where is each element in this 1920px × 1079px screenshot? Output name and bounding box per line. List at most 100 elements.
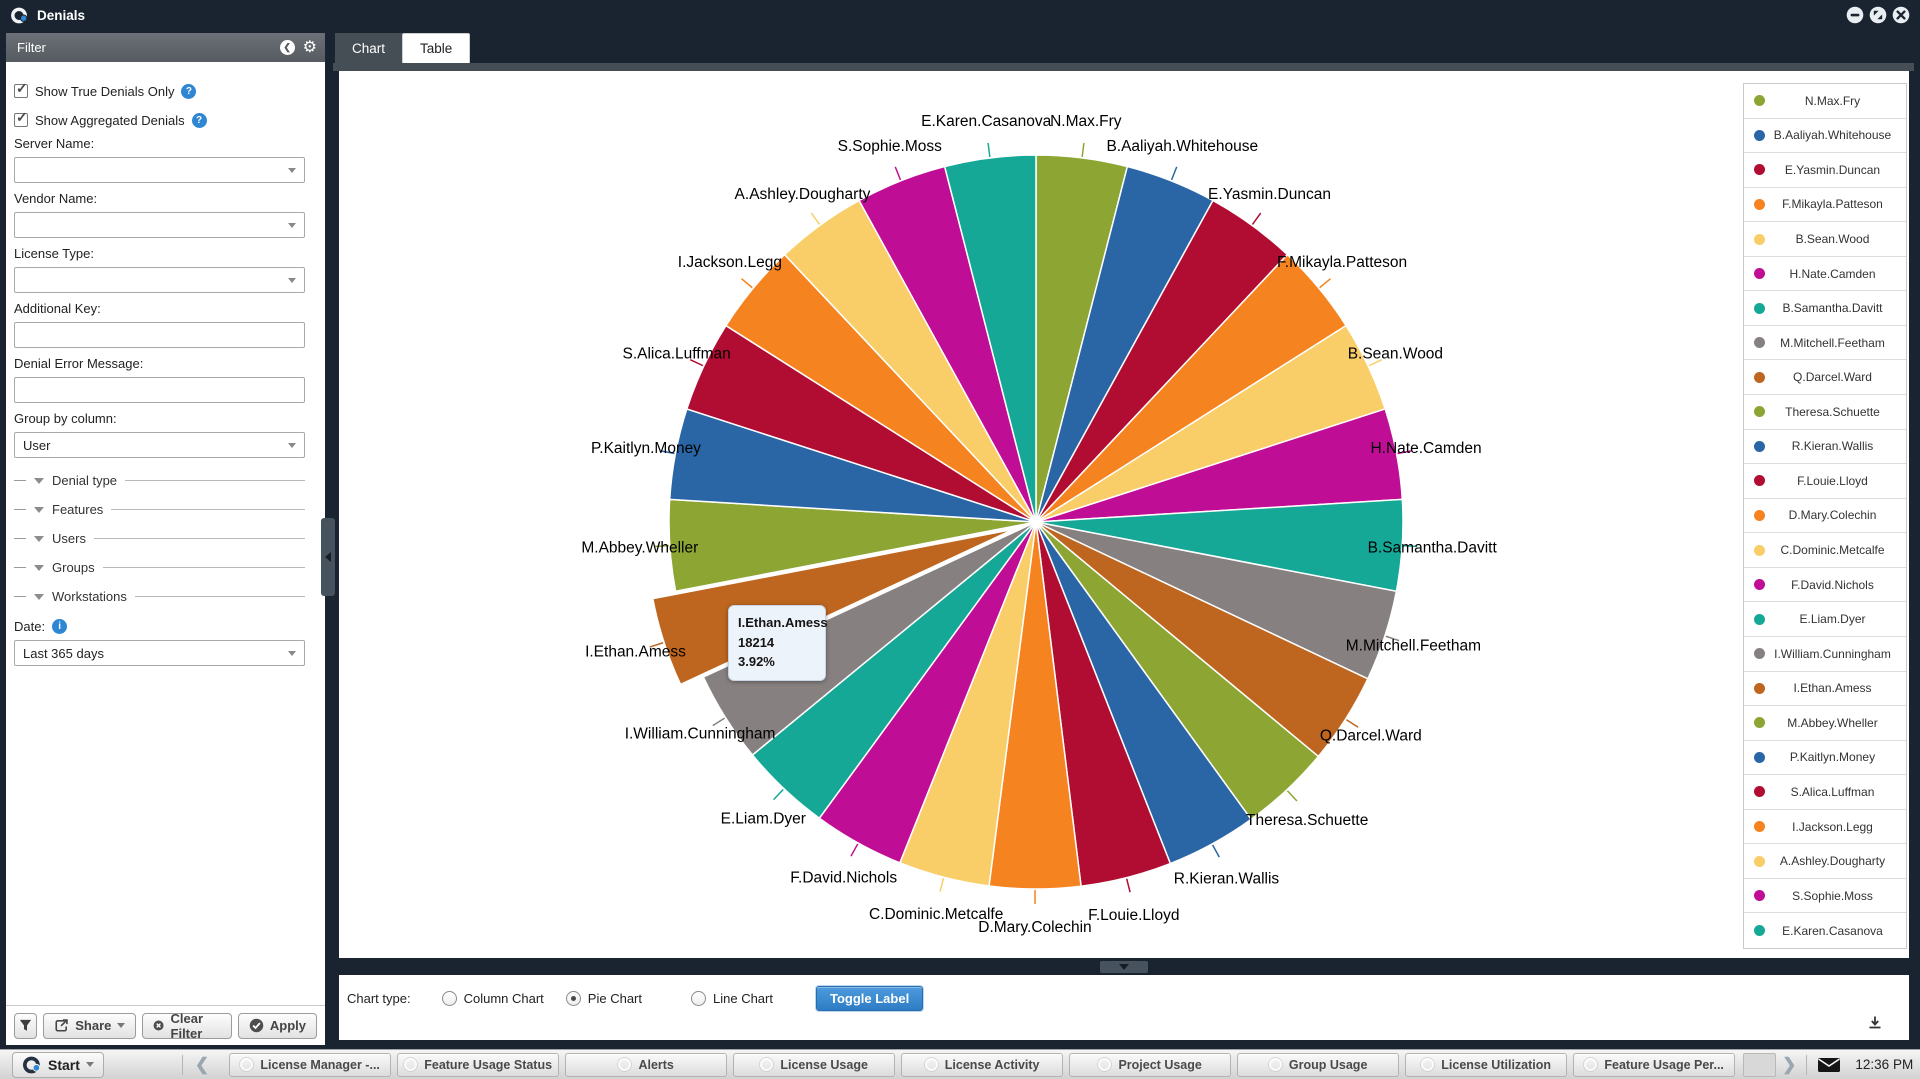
server-name-select[interactable] [14,157,305,183]
filter-panel-collapse-handle[interactable] [321,518,335,596]
pie-slice[interactable] [702,521,1037,757]
legend-item[interactable]: F.Mikayla.Patteson [1744,188,1906,223]
pie-slice-label: A.Ashley.Dougharty [735,186,871,203]
download-button[interactable] [1867,1015,1883,1034]
tree-section-features[interactable]: Features [14,495,305,524]
legend-item[interactable]: F.David.Nichols [1744,568,1906,603]
radio-pie-chart[interactable]: Pie Chart [565,991,642,1006]
chevron-down-icon[interactable] [34,593,44,600]
filter-panel-header: Filter ❮ ⚙ [6,33,325,62]
quick-filter-button[interactable] [14,1012,38,1039]
radio-column-chart[interactable]: Column Chart [441,991,544,1006]
tab-table[interactable]: Table [402,33,471,63]
taskbar-app-button[interactable]: License Utilization [1405,1052,1568,1077]
legend-color-dot [1754,198,1765,210]
tooltip-title: I.Ethan.Amess [738,615,828,630]
clock: 12:36 PM [1855,1057,1914,1072]
legend-item[interactable]: I.William.Cunningham [1744,637,1906,672]
legend-item[interactable]: I.Ethan.Amess [1744,672,1906,707]
scroll-right-icon[interactable]: ❯ [1782,1055,1797,1074]
taskbar-app-button[interactable]: License Usage [733,1052,896,1077]
legend-color-dot [1754,440,1765,452]
legend-item[interactable]: R.Kieran.Wallis [1744,430,1906,465]
mail-icon[interactable] [1817,1057,1841,1073]
info-icon[interactable]: i [52,619,68,634]
maximize-icon[interactable] [1869,6,1887,24]
tab-chart[interactable]: Chart [335,33,403,63]
apply-button[interactable]: Apply [237,1012,317,1039]
gear-icon[interactable]: ⚙ [302,38,317,56]
additional-key-input[interactable] [14,322,305,348]
legend-item[interactable]: B.Sean.Wood [1744,222,1906,257]
taskbar-app-button[interactable]: Feature Usage Per... [1573,1052,1736,1077]
radio-icon[interactable] [441,991,457,1006]
legend-item[interactable]: F.Louie.Lloyd [1744,464,1906,499]
check-mark-icon: ✓ [16,80,28,96]
legend-item[interactable]: E.Karen.Casanova [1744,913,1906,948]
checkbox-checked-icon[interactable]: ✓ [14,80,28,98]
legend-item[interactable]: B.Aaliyah.Whitehouse [1744,119,1906,154]
legend-label: P.Kaitlyn.Money [1789,750,1876,765]
chevron-down-icon[interactable] [34,564,44,571]
chart-legend: N.Max.Fry B.Aaliyah.Whitehouse E.Yasmin.Du… [1743,83,1907,949]
show-aggregated-denials-row[interactable]: ✓ Show Aggregated Denials ? [14,109,305,128]
legend-item[interactable]: P.Kaitlyn.Money [1744,741,1906,776]
tree-section-denial-type[interactable]: Denial type [14,466,305,495]
legend-item[interactable]: M.Abbey.Wheller [1744,706,1906,741]
legend-item[interactable]: Theresa.Schuette [1744,395,1906,430]
pie-slice-label: Theresa.Schuette [1246,812,1368,829]
legend-item[interactable]: N.Max.Fry [1744,84,1906,119]
checkbox-checked-icon[interactable]: ✓ [14,109,28,127]
legend-label: F.Louie.Lloyd [1797,473,1868,488]
start-button[interactable]: Start [12,1051,104,1078]
radio-icon[interactable] [691,991,706,1006]
radio-selected-icon[interactable] [565,991,581,1006]
legend-item[interactable]: D.Mary.Colechin [1744,499,1906,534]
share-button[interactable]: Share [43,1012,137,1039]
legend-item[interactable]: S.Alica.Luffman [1744,775,1906,810]
pie-slice[interactable] [943,154,1037,523]
tree-section-users[interactable]: Users [14,524,305,553]
tree-section-workstations[interactable]: Workstations [14,582,305,611]
help-icon[interactable]: ? [191,112,207,128]
collapse-bottom-panel-button[interactable] [1100,961,1148,973]
taskbar-blank-button[interactable] [1743,1052,1777,1077]
legend-item[interactable]: B.Samantha.Davitt [1744,291,1906,326]
help-icon[interactable]: ? [181,83,197,99]
taskbar-app-button[interactable]: License Manager -... [229,1052,392,1077]
legend-item[interactable]: H.Nate.Camden [1744,257,1906,292]
denial-error-message-input[interactable] [14,377,305,403]
close-icon[interactable] [1892,6,1910,24]
taskbar-app-button[interactable]: License Activity [901,1052,1064,1077]
toggle-label-button[interactable]: Toggle Label [815,986,924,1011]
legend-item[interactable]: A.Ashley.Dougharty [1744,844,1906,879]
pie-callout-line [741,278,753,289]
app-ghost-icon [924,1058,938,1071]
legend-item[interactable]: Q.Darcel.Ward [1744,360,1906,396]
legend-item[interactable]: E.Liam.Dyer [1744,602,1906,637]
show-true-denials-row[interactable]: ✓ Show True Denials Only ? [14,80,305,99]
chevron-down-icon[interactable] [34,535,44,542]
taskbar-app-button[interactable]: Project Usage [1069,1052,1232,1077]
taskbar-app-button[interactable]: Feature Usage Status [397,1052,560,1077]
vendor-name-select[interactable] [14,212,305,238]
group-by-column-select[interactable]: User [14,432,305,458]
legend-color-dot [1754,717,1765,729]
radio-line-chart[interactable]: Line Chart [691,991,773,1006]
legend-item[interactable]: M.Mitchell.Feetham [1744,326,1906,361]
chevron-down-icon[interactable] [34,477,44,484]
collapse-panel-icon[interactable]: ❮ [279,40,295,55]
legend-item[interactable]: S.Sophie.Moss [1744,879,1906,914]
tree-section-groups[interactable]: Groups [14,553,305,582]
scroll-left-icon[interactable]: ❮ [194,1055,210,1074]
minimize-icon[interactable] [1846,6,1864,24]
legend-item[interactable]: C.Dominic.Metcalfe [1744,533,1906,568]
date-range-select[interactable]: Last 365 days [14,640,305,666]
chevron-down-icon[interactable] [34,506,44,513]
taskbar-app-button[interactable]: Alerts [565,1052,728,1077]
license-type-select[interactable] [14,267,305,293]
legend-item[interactable]: I.Jackson.Legg [1744,810,1906,845]
legend-item[interactable]: E.Yasmin.Duncan [1744,153,1906,188]
clear-filter-button[interactable]: Clear Filter [142,1011,232,1041]
taskbar-app-button[interactable]: Group Usage [1237,1052,1400,1077]
